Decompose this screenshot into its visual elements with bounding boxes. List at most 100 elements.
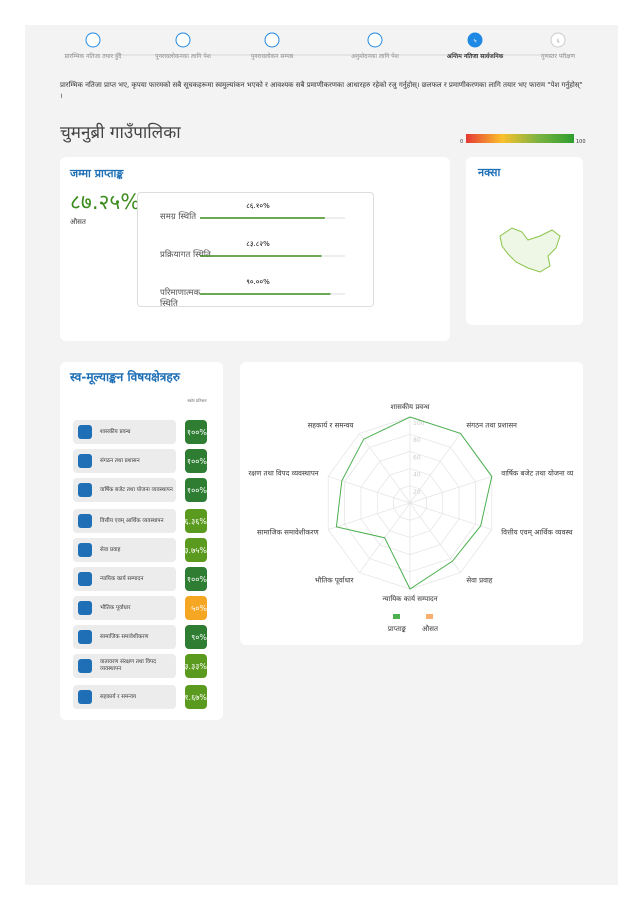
- area-row: सहकार्य र समन्वय: [73, 685, 176, 709]
- step-circle: [175, 32, 191, 48]
- area-label: शासकीय प्रवन्ध: [100, 428, 131, 435]
- area-score: १००%: [185, 449, 207, 473]
- intro-text: प्रारम्भिक नतिजा प्राप्त भए, कृपया फारमक…: [60, 81, 583, 100]
- area-icon: [78, 543, 92, 557]
- area-icon: [78, 483, 92, 497]
- scale-min: 0: [460, 139, 464, 145]
- step-label: पुनरावलोकनका लागि पेश: [153, 52, 213, 60]
- total-score: ८७.२५%: [70, 190, 141, 214]
- scale-max: 100: [576, 139, 586, 145]
- area-label: भौतिक पूर्वाधार: [100, 604, 131, 611]
- average-label: औसत: [70, 218, 86, 226]
- municipality-name: चुमनुब्री गाउँपालिका: [60, 123, 181, 143]
- area-score: ९०%: [185, 625, 207, 649]
- radar-tick-label: 20: [413, 489, 421, 496]
- radar-tick-label: 80: [413, 437, 421, 444]
- radar-spoke: [409, 433, 461, 504]
- radar-spoke: [359, 433, 411, 504]
- area-row: वातावरण संरक्षण तथा विपद व्यवस्थापन: [73, 654, 176, 678]
- area-icon: [78, 572, 92, 586]
- radar-spoke: [409, 502, 492, 530]
- area-row: सामाजिक समावेशीकरण: [73, 625, 176, 649]
- step-label: अनुमोदनका लागि पेश: [349, 52, 401, 60]
- area-label: सामाजिक समावेशीकरण: [100, 633, 149, 640]
- area-score: ६.३६%: [185, 509, 207, 533]
- area-label: न्यायिक कार्य सम्पादन: [100, 575, 144, 582]
- area-row: वार्षिक बजेट तथा योजना व्यवस्थापन: [73, 478, 176, 502]
- area-icon: [78, 659, 92, 673]
- areas-title: स्व-मूल्याङ्कन विषयक्षेत्रहरु: [70, 370, 180, 384]
- area-score: ३.७५%: [185, 538, 207, 562]
- area-label: सहकार्य र समन्वय: [100, 693, 137, 700]
- area-icon: [78, 514, 92, 528]
- area-icon: [78, 630, 92, 644]
- area-row: वित्तीय एवम् आर्थिक व्यवस्थापन: [73, 509, 176, 533]
- area-score: १.६७%: [185, 685, 207, 709]
- bar-category: प्रक्रियागत स्थिति: [160, 250, 211, 260]
- step-number: ५: [473, 38, 476, 45]
- radar-axis-label: संगठन तथा प्रशासन: [466, 421, 517, 429]
- bar-value-label: ८६.१०%: [246, 202, 270, 210]
- step-circle: [467, 32, 483, 48]
- radar-axis-label: न्यायिक कार्य सम्पादन: [382, 594, 437, 603]
- area-score: ५०%: [185, 596, 207, 620]
- radar-axis-label: वार्षिक बजेट तथा योजना व्य: [501, 468, 574, 477]
- bar-value-label: ९०.००%: [246, 278, 270, 286]
- area-icon: [78, 425, 92, 439]
- radar-axis-label: भौतिक पूर्वाधार: [315, 576, 354, 585]
- map-shape: [499, 227, 561, 273]
- step-label: प्रारम्भिक नतिजा तयार हुँदै: [62, 52, 124, 60]
- area-row: संगठन तथा प्रशासन: [73, 449, 176, 473]
- area-score: १००%: [185, 478, 207, 502]
- radar-spoke: [409, 476, 492, 504]
- step-circle: [550, 32, 566, 48]
- step-circle: [367, 32, 383, 48]
- area-label: सेवा प्रवाह: [100, 546, 121, 553]
- area-score: १००%: [185, 420, 207, 444]
- legend-swatch: [393, 614, 400, 619]
- area-icon: [78, 690, 92, 704]
- area-icon: [78, 601, 92, 615]
- map-title: नक्सा: [478, 166, 501, 179]
- radar-spoke: [409, 502, 461, 573]
- area-row: न्यायिक कार्य सम्पादन: [73, 567, 176, 591]
- area-score: ३.३३%: [185, 654, 207, 678]
- legend-label: औसत: [422, 624, 439, 633]
- bar-category: परिमाणात्मक स्थिति: [160, 288, 201, 309]
- area-label: वार्षिक बजेट तथा योजना व्यवस्थापन: [100, 486, 173, 493]
- radar-tick-label: 40: [413, 472, 421, 479]
- radar-spoke: [328, 502, 411, 530]
- area-row: सेवा प्रवाह: [73, 538, 176, 562]
- step-label: पुनरावलोकन सम्पन्न: [248, 52, 296, 60]
- radar-axis-label: सेवा प्रवाह: [466, 576, 492, 585]
- area-row: शासकीय प्रवन्ध: [73, 420, 176, 444]
- area-score: १००%: [185, 567, 207, 591]
- radar-tick-label: 60: [413, 454, 421, 461]
- score-header: स्कोर प्रतिशत: [187, 398, 207, 403]
- area-label: वित्तीय एवम् आर्थिक व्यवस्थापन: [100, 517, 164, 524]
- radar-tick-label: 100: [413, 420, 425, 427]
- radar-axis-label: रक्षण तथा विपद व्यवस्थापन: [248, 468, 318, 477]
- radar-series: [335, 416, 493, 590]
- step-label: गुणस्तर परीक्षण: [539, 52, 577, 60]
- area-label: वातावरण संरक्षण तथा विपद व्यवस्थापन: [100, 659, 157, 672]
- step-circle: [85, 32, 101, 48]
- step-circle: [264, 32, 280, 48]
- bar-category: समग्र स्थिति: [160, 212, 197, 222]
- radar-axis-label: वित्तीय एवम् आर्थिक व्यवस्थ: [501, 528, 573, 537]
- bar-box: [137, 192, 374, 307]
- area-icon: [78, 454, 92, 468]
- legend-swatch: [426, 614, 433, 619]
- legend-label: प्राप्ताङ्क: [388, 625, 407, 633]
- radar-axis-label: सामाजिक समावेशीकरण: [257, 528, 320, 537]
- area-label: संगठन तथा प्रशासन: [100, 457, 140, 464]
- radar-axis-label: शासकीय प्रवन्ध: [391, 402, 431, 411]
- step-label: अन्तिम नतिजा सार्वजनिक: [444, 52, 506, 60]
- area-row: भौतिक पूर्वाधार: [73, 596, 176, 620]
- total-title: जम्मा प्राप्ताङ्क: [70, 167, 124, 180]
- radar-axis-label: सहकार्य र समन्वय: [308, 420, 355, 429]
- step-number: ६: [556, 38, 559, 45]
- bar-value-label: ८३.८२%: [246, 240, 270, 248]
